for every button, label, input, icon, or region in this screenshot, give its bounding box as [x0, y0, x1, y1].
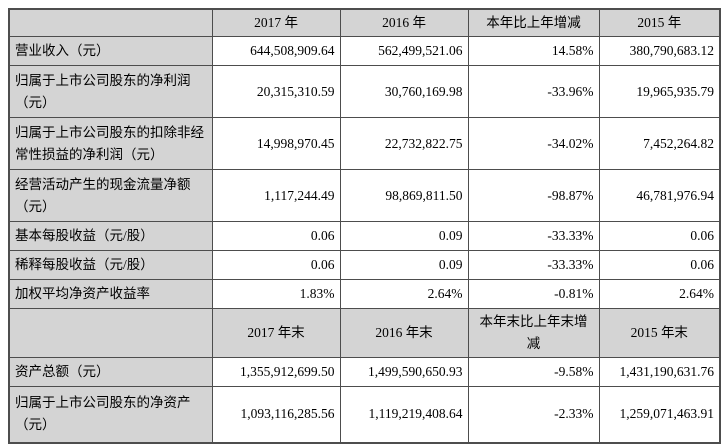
cell-yoy: 14.58% [467, 36, 600, 66]
row-label: 稀释每股收益（元/股） [8, 250, 213, 280]
row-label: 经营活动产生的现金流量净额（元） [8, 169, 213, 222]
cell-2015: 46,781,976.94 [598, 169, 721, 222]
table-row-total-assets: 资产总额（元） 1,355,912,699.50 1,499,590,650.9… [8, 357, 721, 387]
cell-2016: 562,499,521.06 [339, 36, 469, 66]
table-row-revenue: 营业收入（元） 644,508,909.64 562,499,521.06 14… [8, 36, 721, 66]
cell-2016: 2.64% [339, 279, 469, 309]
cell-2017: 1,355,912,699.50 [211, 357, 341, 387]
cell-yoy: -34.02% [467, 117, 600, 170]
table-row-net-assets: 归属于上市公司股东的净资产（元） 1,093,116,285.56 1,119,… [8, 386, 721, 443]
header-2016-year-end: 2016 年末 [339, 308, 469, 358]
cell-yoy: -33.96% [467, 65, 600, 118]
cell-2015: 0.06 [598, 221, 721, 251]
cell-2016: 1,119,219,408.64 [339, 386, 469, 443]
row-label: 营业收入（元） [8, 36, 213, 66]
header-2016: 2016 年 [339, 8, 469, 37]
header-2017: 2017 年 [211, 8, 341, 37]
header-2017-year-end: 2017 年末 [211, 308, 341, 358]
cell-2015: 1,431,190,631.76 [598, 357, 721, 387]
header-empty-cell [8, 8, 213, 37]
cell-2015: 19,965,935.79 [598, 65, 721, 118]
cell-2017: 20,315,310.59 [211, 65, 341, 118]
cell-2015: 0.06 [598, 250, 721, 280]
cell-2015: 2.64% [598, 279, 721, 309]
table-header-annual: 2017 年 2016 年 本年比上年增减 2015 年 [8, 8, 721, 37]
header-yoy-change: 本年比上年增减 [467, 8, 600, 37]
cell-2017: 0.06 [211, 250, 341, 280]
cell-yoy: -0.81% [467, 279, 600, 309]
table-row-weighted-avg-roe: 加权平均净资产收益率 1.83% 2.64% -0.81% 2.64% [8, 279, 721, 309]
header-2015-year-end: 2015 年末 [598, 308, 721, 358]
row-label: 归属于上市公司股东的扣除非经常性损益的净利润（元） [8, 117, 213, 170]
header-2015: 2015 年 [598, 8, 721, 37]
cell-2015: 7,452,264.82 [598, 117, 721, 170]
cell-2016: 0.09 [339, 221, 469, 251]
table-row-diluted-eps: 稀释每股收益（元/股） 0.06 0.09 -33.33% 0.06 [8, 250, 721, 280]
row-label: 资产总额（元） [8, 357, 213, 387]
row-label: 基本每股收益（元/股） [8, 221, 213, 251]
cell-yoy: -2.33% [467, 386, 600, 443]
cell-2016: 0.09 [339, 250, 469, 280]
cell-2017: 644,508,909.64 [211, 36, 341, 66]
cell-2017: 1,093,116,285.56 [211, 386, 341, 443]
table-header-year-end: 2017 年末 2016 年末 本年末比上年末增减 2015 年末 [8, 308, 721, 358]
cell-2017: 14,998,970.45 [211, 117, 341, 170]
header-empty-cell [8, 308, 213, 358]
cell-2017: 1.83% [211, 279, 341, 309]
table-row-operating-cash-flow: 经营活动产生的现金流量净额（元） 1,117,244.49 98,869,811… [8, 169, 721, 222]
row-label: 归属于上市公司股东的净利润（元） [8, 65, 213, 118]
cell-yoy: -33.33% [467, 221, 600, 251]
cell-2016: 1,499,590,650.93 [339, 357, 469, 387]
table-row-net-profit: 归属于上市公司股东的净利润（元） 20,315,310.59 30,760,16… [8, 65, 721, 118]
cell-yoy: -33.33% [467, 250, 600, 280]
cell-2015: 380,790,683.12 [598, 36, 721, 66]
cell-2016: 98,869,811.50 [339, 169, 469, 222]
cell-2017: 1,117,244.49 [211, 169, 341, 222]
cell-yoy: -98.87% [467, 169, 600, 222]
financial-summary-table: 2017 年 2016 年 本年比上年增减 2015 年 营业收入（元） 644… [8, 8, 721, 444]
cell-2015: 1,259,071,463.91 [598, 386, 721, 443]
cell-2016: 22,732,822.75 [339, 117, 469, 170]
table-row-basic-eps: 基本每股收益（元/股） 0.06 0.09 -33.33% 0.06 [8, 221, 721, 251]
header-year-end-change: 本年末比上年末增减 [467, 308, 600, 358]
row-label: 归属于上市公司股东的净资产（元） [8, 386, 213, 443]
row-label: 加权平均净资产收益率 [8, 279, 213, 309]
cell-2016: 30,760,169.98 [339, 65, 469, 118]
cell-yoy: -9.58% [467, 357, 600, 387]
table-row-net-profit-excl-nonrecurring: 归属于上市公司股东的扣除非经常性损益的净利润（元） 14,998,970.45 … [8, 117, 721, 170]
cell-2017: 0.06 [211, 221, 341, 251]
